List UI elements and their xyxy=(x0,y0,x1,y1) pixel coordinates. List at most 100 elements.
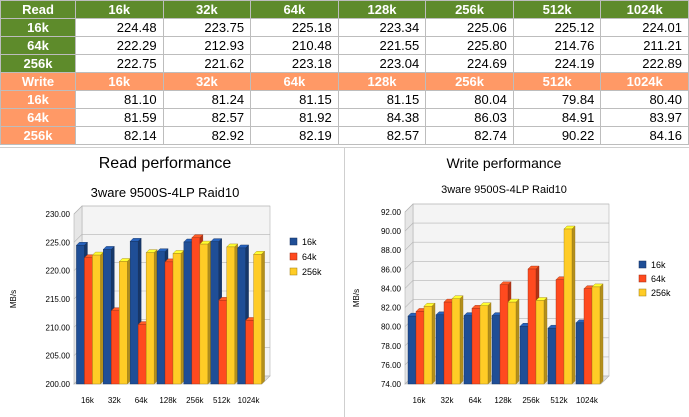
y-tick-label: 220.00 xyxy=(46,267,71,276)
table-cell: 225.18 xyxy=(250,18,339,37)
table-cell: 225.12 xyxy=(512,18,602,37)
y-tick-label: 74.00 xyxy=(381,380,402,389)
table-cell: 90.22 xyxy=(512,126,602,145)
read-chart: Read performance 3ware 9500S-4LP Raid10 20… xyxy=(0,148,344,417)
table-cell: 221.62 xyxy=(162,54,252,73)
y-tick-label: 230.00 xyxy=(46,210,71,219)
table-cell: 81.92 xyxy=(250,108,339,127)
legend-entry: 16k xyxy=(302,237,317,247)
row-label: 64k xyxy=(0,108,76,127)
section-divider xyxy=(0,147,689,148)
gridline xyxy=(404,203,609,213)
bar xyxy=(199,240,212,385)
y-tick-label: 90.00 xyxy=(381,227,402,236)
gridline xyxy=(404,280,609,289)
table-cell: 221.55 xyxy=(337,36,427,55)
column-header: 64k xyxy=(250,72,339,91)
table-cell: 81.15 xyxy=(337,90,427,109)
table-row: 16k 81.10 81.24 81.15 81.15 80.04 79.84 80.40 xyxy=(0,90,689,109)
table-cell: 211.21 xyxy=(600,36,689,55)
chart-divider xyxy=(344,148,345,417)
column-header: 64k xyxy=(250,0,339,19)
column-header: 128k xyxy=(337,0,427,19)
table-cell: 86.03 xyxy=(425,108,514,127)
bar xyxy=(563,225,576,385)
bar xyxy=(451,295,464,385)
write-header-row-label: Write xyxy=(0,72,76,91)
bar xyxy=(172,249,185,385)
table-cell: 83.97 xyxy=(600,108,689,127)
table-row: 64k 222.29 212.93 210.48 221.55 225.80 214.76 2… xyxy=(0,36,689,55)
column-header: 32k xyxy=(162,72,252,91)
table-cell: 222.75 xyxy=(75,54,164,73)
column-header: 512k xyxy=(512,72,602,91)
legend-entry: 64k xyxy=(302,252,317,262)
table-cell: 82.14 xyxy=(75,126,164,145)
y-axis-label: MB/s xyxy=(9,290,18,308)
x-tick-label: 128k xyxy=(159,396,177,405)
gridline xyxy=(73,205,270,215)
column-header: 1024k xyxy=(600,72,689,91)
table-cell: 84.16 xyxy=(600,126,689,145)
gridline xyxy=(404,241,609,251)
x-tick-label: 256k xyxy=(522,396,540,405)
bar xyxy=(479,302,492,385)
column-header: 1024k xyxy=(600,0,689,19)
y-tick-label: 80.00 xyxy=(381,323,402,332)
bar xyxy=(253,250,266,385)
y-tick-label: 92.00 xyxy=(381,208,402,217)
table-row: 16k 224.48 223.75 225.18 223.34 225.06 225.12 2… xyxy=(0,18,689,37)
y-tick-label: 76.00 xyxy=(381,361,402,370)
table-cell: 224.19 xyxy=(512,54,602,73)
y-tick-label: 215.00 xyxy=(46,295,71,304)
read-header-row: Read 16k 32k 64k 128k 256k 512k 1024k xyxy=(0,0,689,19)
bar xyxy=(145,249,158,385)
y-tick-label: 78.00 xyxy=(381,342,402,351)
table-cell: 80.40 xyxy=(600,90,689,109)
chart-subtitle: 3ware 9500S-4LP Raid10 xyxy=(441,184,567,196)
legend-entry: 256k xyxy=(302,267,322,277)
table-cell: 210.48 xyxy=(250,36,339,55)
legend-swatch xyxy=(289,267,298,276)
table-cell: 224.69 xyxy=(425,54,514,73)
column-header: 128k xyxy=(337,72,427,91)
legend-swatch xyxy=(638,274,647,283)
x-tick-label: 1024k xyxy=(238,396,261,405)
x-tick-label: 512k xyxy=(550,396,568,405)
x-tick-label: 512k xyxy=(213,396,231,405)
y-axis-label: MB/s xyxy=(352,289,361,307)
x-tick-label: 1024k xyxy=(576,396,599,405)
y-tick-label: 200.00 xyxy=(46,380,71,389)
table-cell: 82.57 xyxy=(162,108,252,127)
x-tick-label: 16k xyxy=(81,396,95,405)
x-tick-label: 16k xyxy=(413,396,427,405)
table-cell: 223.04 xyxy=(337,54,427,73)
table-cell: 223.34 xyxy=(337,18,427,37)
x-tick-label: 32k xyxy=(441,396,455,405)
chart-title: Read performance xyxy=(99,155,232,172)
write-header-row: Write 16k 32k 64k 128k 256k 512k 1024k xyxy=(0,72,689,91)
table-cell: 222.89 xyxy=(600,54,689,73)
gridline xyxy=(404,222,609,232)
table-cell: 82.74 xyxy=(425,126,514,145)
row-label: 64k xyxy=(0,36,76,55)
x-tick-label: 32k xyxy=(108,396,122,405)
table-cell: 81.24 xyxy=(162,90,252,109)
results-table: Read 16k 32k 64k 128k 256k 512k 1024k 16k 224.48 2… xyxy=(0,0,689,145)
table-cell: 82.57 xyxy=(337,126,427,145)
chart-subtitle: 3ware 9500S-4LP Raid10 xyxy=(91,185,240,200)
table-cell: 79.84 xyxy=(512,90,602,109)
row-label: 256k xyxy=(0,54,76,73)
x-tick-label: 64k xyxy=(469,396,483,405)
read-header-row-label: Read xyxy=(0,0,76,19)
chart-title: Write performance xyxy=(447,155,562,171)
column-header: 512k xyxy=(512,0,602,19)
column-header: 16k xyxy=(75,72,164,91)
table-cell: 214.76 xyxy=(512,36,602,55)
row-label: 16k xyxy=(0,18,76,37)
row-label: 16k xyxy=(0,90,76,109)
table-cell: 224.48 xyxy=(75,18,164,37)
legend-entry: 64k xyxy=(651,274,666,284)
table-row: 256k 82.14 82.92 82.19 82.57 82.74 90.22 84.16 xyxy=(0,126,689,145)
table-cell: 212.93 xyxy=(162,36,252,55)
